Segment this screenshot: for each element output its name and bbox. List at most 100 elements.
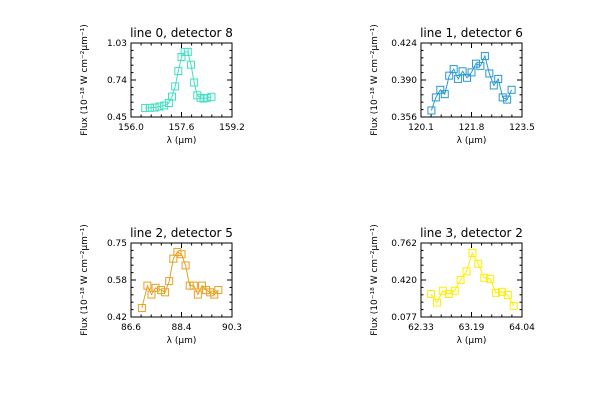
- data-point: [185, 281, 194, 290]
- data-point: [155, 102, 164, 111]
- data-point: [206, 288, 215, 297]
- data-point: [202, 286, 211, 295]
- data-point: [445, 71, 454, 80]
- x-tick-label: 157.6: [169, 123, 195, 133]
- panel-2: line 2, detector 5 86.6 88.4 90.3 0.42 0.58 0.…: [80, 224, 242, 346]
- data-point: [181, 261, 190, 270]
- data-point: [436, 85, 445, 94]
- data-point: [214, 286, 223, 295]
- data-point: [432, 298, 441, 307]
- data-point: [471, 59, 480, 68]
- x-tick-label: 156.0: [118, 123, 144, 133]
- panel-0: line 0, detector 8 156.0 157.6 159.2 0.45 0.7…: [80, 24, 245, 146]
- x-tick-label: 120.1: [408, 123, 434, 133]
- data-point: [462, 267, 471, 276]
- panel-title: line 3, detector 2: [420, 226, 523, 240]
- x-tick-label: 123.5: [509, 123, 535, 133]
- x-tick-label: 62.33: [408, 323, 434, 333]
- panel-3: line 3, detector 2 62.33 63.19 64.04 0.077 0.…: [370, 224, 535, 346]
- y-tick-label: 0.58: [107, 276, 127, 286]
- panel-1: line 1, detector 6 120.1 121.8 123.5 0.356 0.…: [370, 24, 535, 146]
- y-axis-label: Flux (10⁻¹⁸ W cm⁻²μm⁻¹): [370, 224, 380, 336]
- data-point: [141, 104, 150, 113]
- data-point: [145, 103, 154, 112]
- y-tick-label: 0.74: [107, 76, 127, 86]
- data-point: [431, 93, 440, 102]
- y-tick-label: 0.762: [391, 239, 417, 249]
- data-point: [210, 290, 219, 299]
- panel-title: line 2, detector 5: [130, 226, 233, 240]
- x-tick-label: 63.19: [459, 323, 485, 333]
- y-axis-label: Flux (10⁻¹⁸ W cm⁻²μm⁻¹): [80, 24, 90, 136]
- data-point: [197, 281, 206, 290]
- data-point: [454, 74, 463, 83]
- data-point: [474, 259, 483, 268]
- data-point: [467, 68, 476, 77]
- data-point: [186, 60, 195, 69]
- data-point: [456, 275, 465, 284]
- data-point: [468, 248, 477, 257]
- data-point: [476, 61, 485, 70]
- data-point: [177, 250, 186, 259]
- data-point: [486, 274, 495, 283]
- data-point: [503, 95, 512, 104]
- data-point: [193, 290, 202, 299]
- y-axis-label: Flux (10⁻¹⁸ W cm⁻²μm⁻¹): [370, 24, 380, 136]
- data-point: [207, 92, 216, 101]
- data-point: [427, 106, 436, 115]
- data-point: [165, 277, 174, 286]
- data-point: [183, 47, 192, 56]
- data-point: [160, 101, 169, 110]
- data-point: [463, 73, 472, 82]
- y-tick-label: 0.077: [391, 313, 417, 323]
- data-point: [169, 254, 178, 263]
- data-point: [150, 103, 159, 112]
- data-point: [147, 290, 156, 299]
- data-point: [168, 92, 177, 101]
- data-point: [507, 85, 516, 94]
- y-tick-label: 0.75: [107, 239, 127, 249]
- x-tick-label: 159.2: [219, 123, 245, 133]
- panel-title: line 1, detector 6: [420, 26, 523, 40]
- x-tick-label: 86.6: [121, 323, 141, 333]
- data-point: [458, 67, 467, 76]
- data-point: [492, 288, 501, 297]
- x-tick-label: 64.04: [509, 323, 535, 333]
- x-axis-label: λ (μm): [167, 336, 197, 346]
- x-axis-label: λ (μm): [167, 136, 197, 146]
- x-tick-label: 121.8: [459, 123, 485, 133]
- data-point: [485, 69, 494, 78]
- y-tick-label: 0.45: [107, 113, 127, 123]
- x-axis-label: λ (μm): [457, 136, 487, 146]
- y-tick-label: 0.356: [391, 113, 417, 123]
- y-tick-label: 1.03: [107, 39, 127, 49]
- data-point: [174, 67, 183, 76]
- data-point: [190, 78, 199, 87]
- series-line: [141, 251, 219, 309]
- data-point: [173, 247, 182, 256]
- panel-title: line 0, detector 8: [130, 26, 233, 40]
- data-point: [489, 81, 498, 90]
- data-point: [151, 283, 160, 292]
- data-point: [494, 74, 503, 83]
- data-point: [503, 291, 512, 300]
- data-point: [202, 93, 211, 102]
- data-point: [449, 65, 458, 74]
- x-tick-label: 88.4: [171, 323, 191, 333]
- y-tick-label: 0.424: [391, 39, 417, 49]
- y-tick-label: 0.390: [391, 76, 417, 86]
- data-point: [427, 289, 436, 298]
- y-tick-label: 0.420: [391, 276, 417, 286]
- data-point: [440, 90, 449, 99]
- data-point: [189, 281, 198, 290]
- data-point: [161, 288, 170, 297]
- data-point: [450, 286, 459, 295]
- data-point: [137, 304, 146, 313]
- y-axis-label: Flux (10⁻¹⁸ W cm⁻²μm⁻¹): [80, 224, 90, 336]
- y-tick-label: 0.42: [107, 313, 127, 323]
- data-point: [509, 301, 518, 310]
- x-axis-label: λ (μm): [457, 336, 487, 346]
- data-point: [143, 281, 152, 290]
